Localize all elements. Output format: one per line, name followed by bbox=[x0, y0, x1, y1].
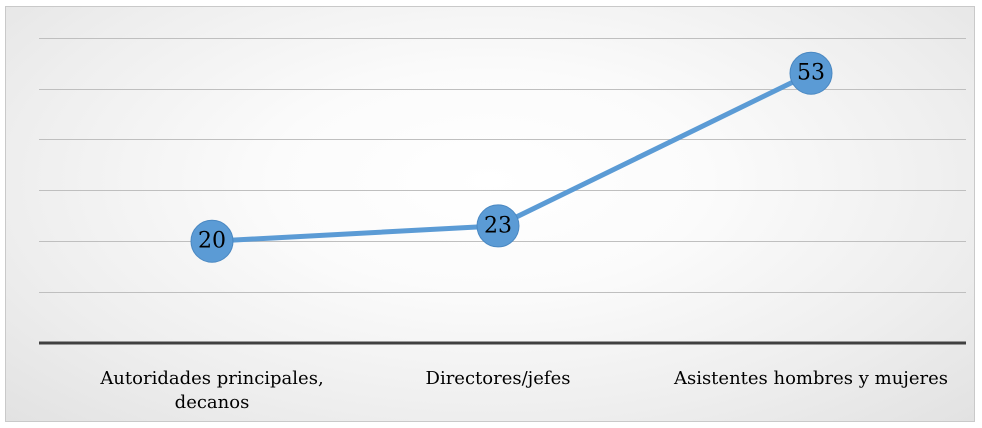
data-point-1 bbox=[190, 219, 234, 263]
chart-frame: 20 23 53 Autoridades principales, decanos Di… bbox=[5, 6, 975, 422]
data-point-3 bbox=[789, 51, 833, 95]
line-chart: 20 23 53 Autoridades principales, decanos Di… bbox=[39, 38, 966, 413]
x-tick-labels: Autoridades principales, decanos Directore… bbox=[99, 368, 948, 413]
data-point-2 bbox=[476, 204, 520, 248]
series-layer bbox=[190, 51, 833, 263]
data-label-3: 53 bbox=[797, 61, 825, 86]
data-label-1: 20 bbox=[198, 229, 226, 254]
x-tick-label-3: Asistentes hombres y mujeres bbox=[673, 368, 948, 389]
data-labels: 20 23 53 bbox=[198, 61, 825, 254]
data-label-2: 23 bbox=[484, 213, 512, 238]
x-tick-label-2: Directores/jefes bbox=[426, 368, 571, 389]
x-tick-label-1: Autoridades principales, decanos bbox=[99, 368, 323, 413]
